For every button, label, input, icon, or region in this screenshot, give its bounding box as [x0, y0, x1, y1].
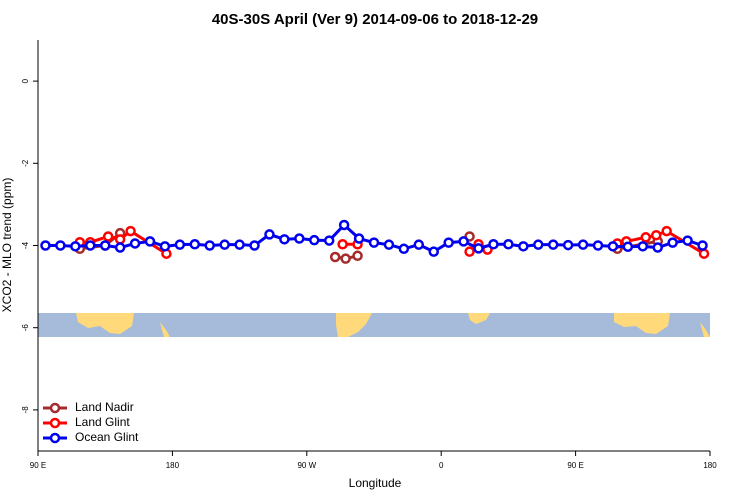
y-tick-label: -4	[21, 241, 30, 249]
x-tick-label: 0	[439, 461, 444, 470]
y-tick-label: -8	[21, 406, 30, 414]
point	[577, 239, 589, 250]
chart-title: 40S-30S April (Ver 9) 2014-09-06 to 2018…	[212, 11, 538, 28]
point	[114, 242, 126, 253]
x-tick-label: 90 W	[297, 461, 316, 470]
point	[652, 242, 663, 253]
point	[279, 234, 290, 245]
point	[353, 233, 365, 244]
x-tick-label: 90 E	[30, 461, 46, 470]
point	[488, 239, 499, 250]
point	[592, 240, 604, 251]
point	[125, 225, 136, 237]
point	[413, 239, 425, 250]
point	[114, 234, 126, 245]
point	[340, 253, 351, 264]
legend-marker	[49, 432, 61, 444]
point	[174, 239, 186, 250]
y-axis-label: XCO2 - MLO trend (ppm)	[0, 178, 14, 313]
point	[503, 239, 514, 250]
point	[698, 248, 710, 259]
legend-marker	[49, 417, 61, 429]
map-strip	[38, 313, 710, 337]
point	[99, 240, 111, 251]
point	[383, 239, 395, 250]
point	[294, 233, 305, 244]
point	[40, 240, 51, 251]
point	[473, 243, 484, 254]
point	[338, 219, 350, 231]
point	[368, 237, 380, 248]
point	[562, 239, 574, 251]
point	[443, 237, 454, 248]
point	[102, 231, 114, 242]
point	[70, 241, 81, 252]
point	[337, 239, 348, 250]
point	[309, 234, 320, 246]
point	[682, 235, 693, 246]
point	[622, 241, 634, 252]
point	[159, 241, 171, 252]
point	[607, 241, 619, 252]
legend-label: Ocean Glint	[75, 430, 139, 444]
point	[204, 240, 215, 251]
point	[398, 243, 410, 255]
point	[640, 232, 652, 243]
point	[650, 229, 662, 241]
point	[458, 236, 469, 247]
y-tick-label: -2	[21, 159, 30, 167]
point	[428, 246, 439, 257]
series-line	[79, 229, 705, 256]
point	[697, 240, 708, 251]
point	[352, 250, 363, 262]
point	[667, 237, 678, 248]
point	[518, 241, 529, 252]
point	[661, 225, 672, 237]
point	[533, 239, 544, 250]
legend-label: Land Nadir	[75, 400, 134, 414]
point	[547, 239, 559, 250]
point	[637, 241, 649, 252]
point	[85, 240, 96, 251]
point	[329, 251, 341, 263]
point	[144, 236, 156, 247]
x-tick-label: 180	[703, 461, 717, 470]
point	[234, 239, 245, 250]
point	[129, 238, 141, 249]
point	[55, 240, 66, 251]
point	[464, 246, 475, 257]
y-tick-label: -6	[21, 324, 30, 332]
point	[219, 239, 230, 250]
point	[323, 235, 335, 246]
x-axis-label: Longitude	[349, 476, 402, 490]
point	[249, 240, 260, 251]
y-tick-label: 0	[21, 78, 30, 83]
legend-label: Land Glint	[75, 415, 130, 429]
x-tick-label: 90 E	[567, 461, 583, 470]
point	[189, 239, 201, 250]
legend-marker	[49, 402, 61, 414]
point	[264, 229, 275, 240]
x-tick-label: 180	[166, 461, 180, 470]
